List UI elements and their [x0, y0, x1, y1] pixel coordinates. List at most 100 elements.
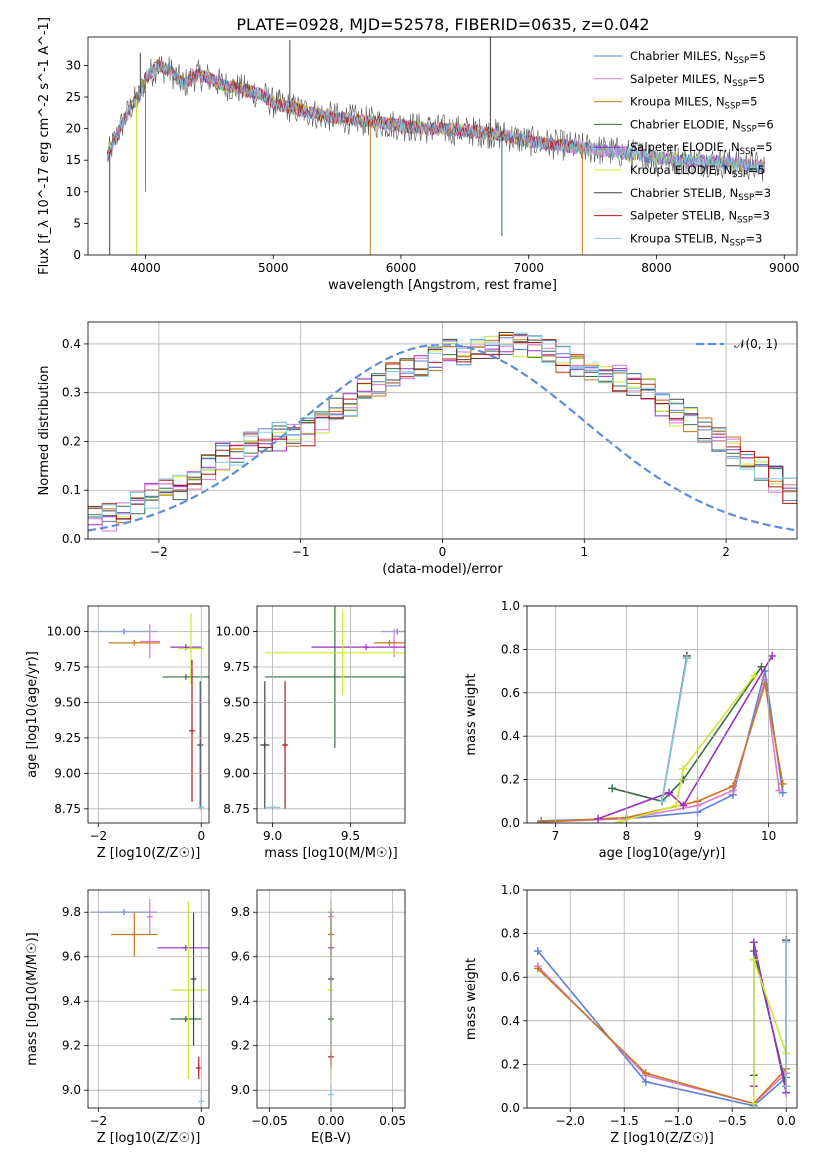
data-point — [750, 671, 759, 680]
y-tick-label: 10.00 — [47, 625, 81, 639]
y-tick-label: 0.2 — [62, 434, 81, 448]
data-point — [187, 645, 194, 652]
y-tick-label: 0.0 — [62, 532, 81, 546]
histogram-series — [88, 332, 797, 519]
x-tick-label: 0.05 — [379, 1114, 406, 1128]
y-axis-label: Flux [f_λ 10^-17 erg cm^-2 s^-1 A^-1] — [37, 17, 52, 275]
data-point — [190, 975, 197, 982]
data-point — [146, 638, 153, 645]
y-tick-label: 9.00 — [223, 766, 250, 780]
data-point — [665, 788, 674, 797]
legend-subscript: SSP — [725, 102, 741, 112]
data-point — [331, 673, 338, 680]
legend-entry: Salpeter ELODIE, NSSP=5 — [630, 140, 773, 157]
x-tick-label: 1 — [580, 545, 588, 559]
data-point — [131, 639, 138, 646]
plot-area — [260, 606, 405, 811]
x-tick-label: 0.0 — [777, 1114, 796, 1128]
axes-frame — [256, 889, 406, 1109]
data-point — [386, 639, 393, 646]
data-point — [768, 651, 777, 660]
legend-count: =3 — [753, 209, 770, 223]
legend-subscript: SSP — [733, 56, 749, 66]
series-line — [753, 942, 787, 1093]
legend-subscript: SSP — [738, 193, 754, 203]
y-axis-label: mass weight — [464, 958, 479, 1040]
histogram-series — [88, 334, 797, 520]
y-tick-label: 10 — [66, 185, 81, 199]
x-tick-label: 0 — [439, 545, 447, 559]
data-point — [757, 662, 766, 671]
x-axis-label: Z [log10(Z/Z☉)] — [97, 1131, 201, 1146]
axes-frame — [526, 889, 798, 1109]
legend-subscript: SSP — [737, 216, 753, 226]
series-line — [537, 965, 787, 1105]
plot-area — [533, 936, 791, 1108]
y-tick-label: 9.8 — [231, 905, 250, 919]
x-tick-label: 7000 — [513, 261, 544, 275]
data-point — [729, 782, 738, 791]
series-line — [597, 655, 773, 820]
spectrum-line — [106, 62, 766, 173]
x-tick-label: 0 — [197, 1114, 205, 1128]
histogram-series — [88, 334, 797, 522]
legend-subscript: SSP — [741, 124, 757, 134]
axes-frame — [526, 605, 798, 824]
x-tick-label: 9.0 — [263, 829, 282, 843]
y-tick-label: 0.6 — [501, 686, 520, 700]
y-tick-label: 9.4 — [231, 994, 250, 1008]
axes-frame — [87, 36, 798, 256]
histogram-series — [88, 335, 797, 522]
plot-area — [90, 613, 209, 811]
x-axis-label: (data-model)/error — [382, 562, 503, 577]
y-tick-label: 0.1 — [62, 483, 81, 497]
series-line — [541, 683, 784, 823]
data-point — [658, 797, 666, 806]
legend-count: =3 — [745, 231, 762, 245]
y-tick-label: 0 — [73, 248, 81, 262]
legend-entry: Chabrier MILES, NSSP=5 — [630, 49, 766, 66]
y-tick-label: 9.2 — [231, 1039, 250, 1053]
y-tick-label: 0.4 — [62, 337, 81, 351]
series-line — [537, 950, 787, 1107]
y-tick-label: 9.50 — [54, 695, 81, 709]
panel-mass_vs_Z: −2 0 9.0 9.2 9.4 9.6 9.8 Z [log10(Z/Z☉)] mass [l… — [25, 889, 210, 1146]
legend-subscript: SSP — [732, 79, 748, 89]
y-tick-label: 0.4 — [501, 729, 520, 743]
data-point — [679, 801, 688, 810]
legend-subscript: SSP — [730, 238, 746, 248]
y-tick-label: 0.0 — [501, 1101, 520, 1115]
y-tick-label: 9.75 — [54, 660, 81, 674]
x-tick-label: 9000 — [769, 261, 800, 275]
legend-count: =5 — [748, 72, 765, 86]
x-tick-label: 9.5 — [341, 829, 360, 843]
legend-entry: Kroupa ELODIE, NSSP=5 — [630, 163, 765, 180]
y-axis-label: mass [log10(M/M☉)] — [25, 932, 40, 1065]
data-point — [146, 913, 153, 920]
legend-count: =5 — [756, 140, 773, 154]
y-tick-label: 9.0 — [231, 1083, 250, 1097]
data-point — [615, 817, 624, 823]
y-axis-label: mass weight — [464, 673, 479, 755]
panel-mass_weight_vs_Z: −2.0 −1.5 −1.0 −0.5 0.0 0.0 0.2 0.4 0.6 0.8 1.0 Z [… — [464, 883, 798, 1146]
histogram-series — [88, 334, 797, 526]
x-tick-label: 2 — [722, 545, 730, 559]
data-point — [749, 938, 758, 947]
y-tick-label: 0.4 — [501, 1014, 520, 1028]
panel-spectrum: 4000 5000 6000 7000 8000 9000 0 5 10 15 20 25 30 wave… — [37, 17, 799, 293]
histogram-series — [88, 332, 797, 515]
data-point — [778, 779, 787, 788]
y-tick-label: 9.25 — [223, 731, 250, 745]
data-point — [608, 784, 617, 793]
histogram-series — [88, 335, 797, 524]
y-tick-label: 1.0 — [501, 883, 520, 897]
y-tick-label: 25 — [66, 90, 81, 104]
x-tick-label: 0 — [197, 829, 205, 843]
x-axis-label: wavelength [Angstrom, rest frame] — [328, 278, 557, 293]
y-tick-label: 0.8 — [501, 642, 520, 656]
x-tick-label: −2 — [89, 829, 107, 843]
y-tick-label: 30 — [66, 58, 81, 72]
x-tick-label: −2.0 — [556, 1114, 585, 1128]
data-point — [641, 1069, 650, 1078]
y-tick-label: 8.75 — [54, 802, 81, 816]
